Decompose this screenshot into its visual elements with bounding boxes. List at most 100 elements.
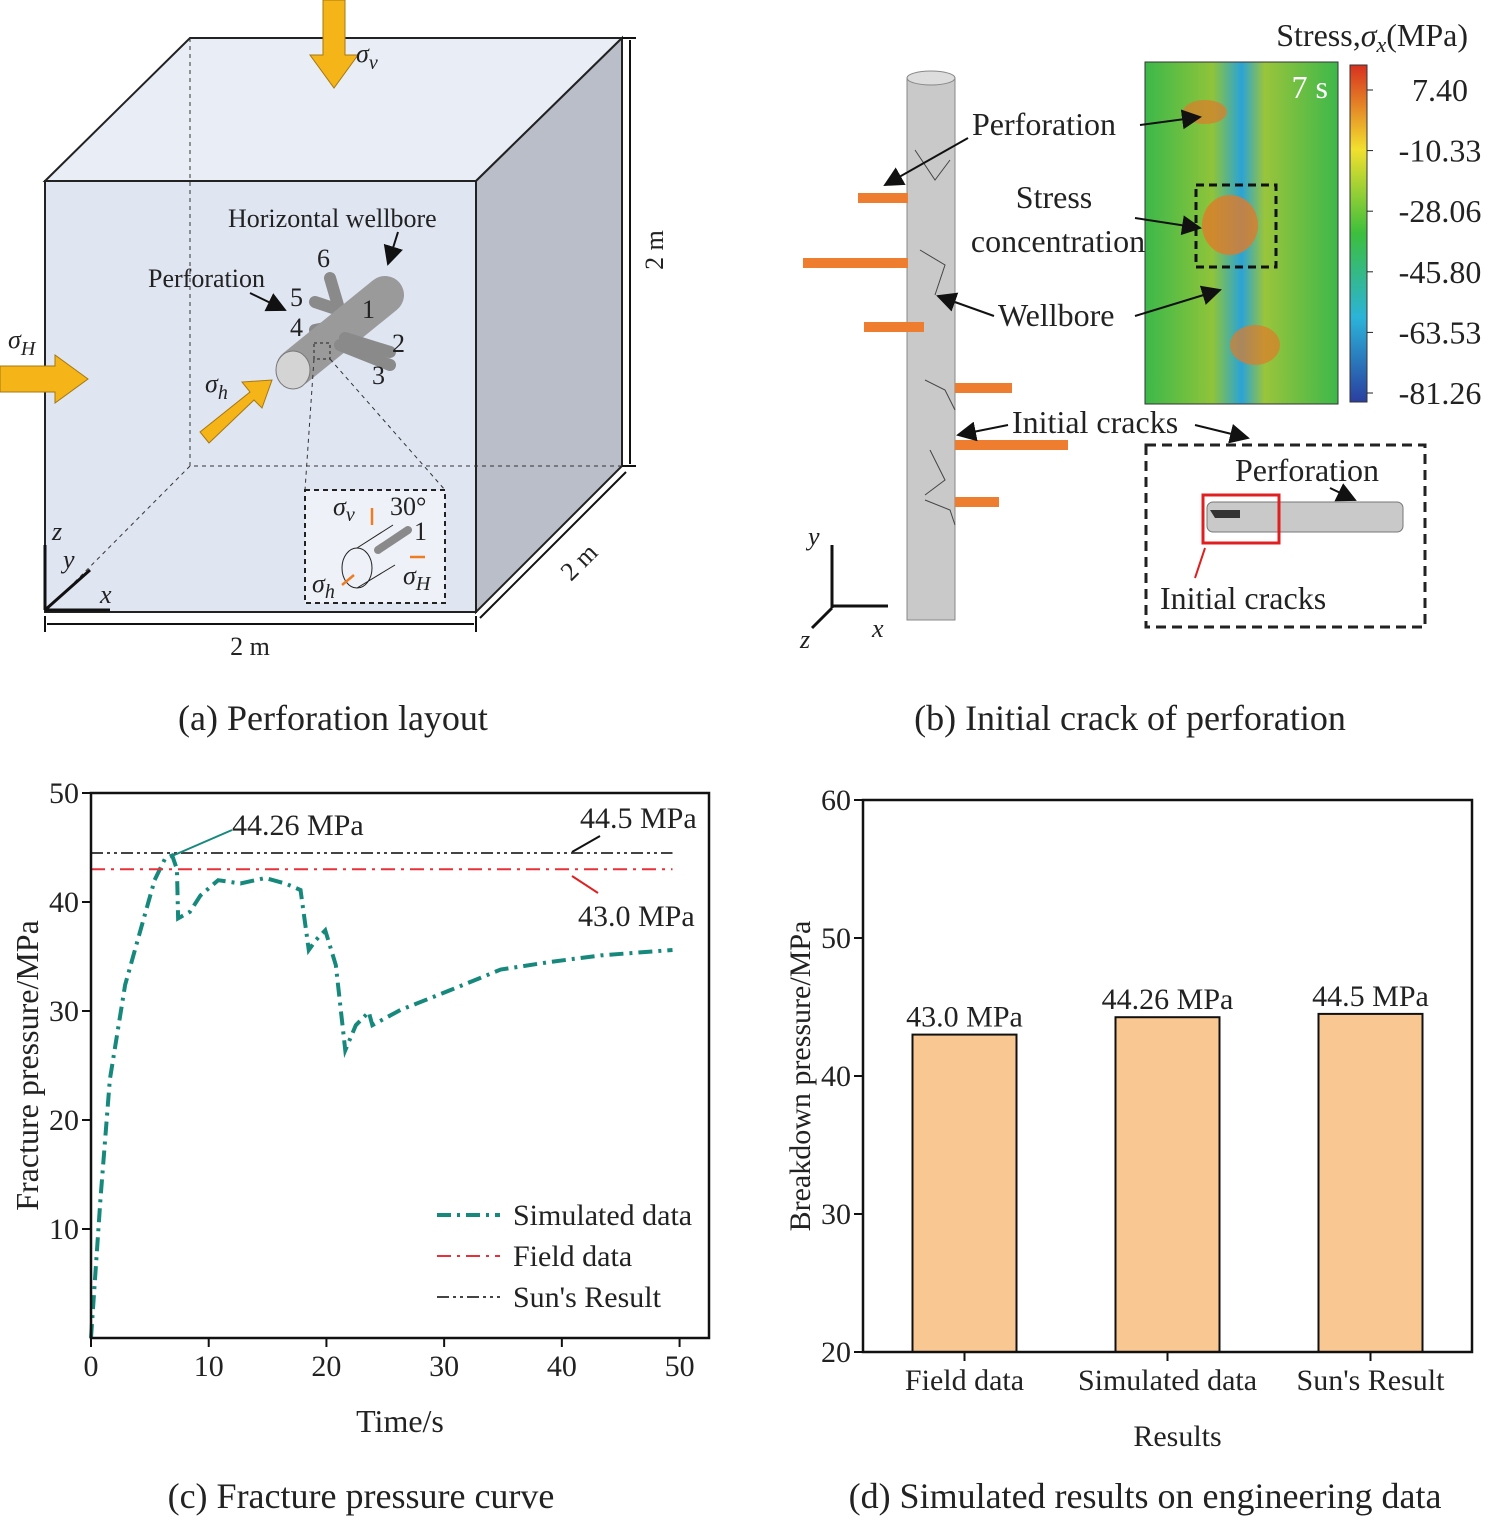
label-concentration: concentration: [971, 223, 1145, 259]
caption: (b) Initial crack of perforation: [914, 698, 1346, 738]
legend-label: Sun's Result: [513, 1281, 662, 1314]
y-tick-label: 10: [49, 1213, 79, 1246]
sub: v: [369, 52, 378, 74]
y-tick-label: 20: [821, 1336, 851, 1369]
sym: σ: [333, 492, 347, 521]
label-sigma-H: σH: [8, 325, 37, 360]
annotation-pointer: [171, 829, 233, 857]
arrow-sigma-H: [0, 354, 89, 404]
sym: σ: [1361, 17, 1378, 53]
perf-number: 2: [392, 329, 405, 358]
colorbar-tick-label: -10.33: [1399, 133, 1482, 169]
pointer: [1134, 285, 1222, 317]
pointer: [1194, 547, 1206, 579]
pointer: [1194, 423, 1250, 444]
inset-sigma-H: σH: [403, 561, 432, 595]
legend-label: Field data: [513, 1240, 632, 1273]
pointer: [383, 231, 403, 266]
perforation-label: Perforation: [148, 264, 265, 293]
sym: σ: [312, 569, 326, 598]
stress-hotspot: [1183, 100, 1227, 124]
value-label: 44.26 MPa: [1102, 983, 1234, 1016]
axis-triad: [810, 545, 888, 630]
inset-box: [1144, 443, 1427, 629]
axis-y: y: [805, 522, 820, 551]
annotation-pointer: [571, 835, 601, 853]
pointer: [883, 137, 969, 186]
caption: (c) Fracture pressure curve: [168, 1476, 555, 1516]
perf-number: 6: [317, 244, 330, 273]
y-tick-label: 20: [49, 1104, 79, 1137]
inset-perforation: [1206, 501, 1404, 533]
arrow-sigma-v: [309, 0, 359, 89]
caption: (d) Simulated results on engineering dat…: [849, 1476, 1442, 1516]
sym: σ: [356, 39, 370, 68]
x-axis-label: Results: [1133, 1420, 1221, 1453]
pointer: [1139, 109, 1202, 130]
colorbar-tick-label: -81.26: [1399, 375, 1482, 411]
value-label: 43.0 MPa: [906, 1001, 1023, 1034]
sub: H: [415, 573, 432, 595]
y-axis-label: Breakdown pressure/MPa: [784, 921, 817, 1232]
colorbar-tick-label: 7.40: [1412, 72, 1468, 108]
axis-triad: [43, 545, 110, 612]
wellbore-end: [275, 350, 311, 390]
legend-label: Simulated data: [513, 1199, 692, 1232]
perf-number: 1: [362, 295, 375, 324]
x-tick-label: 50: [665, 1350, 695, 1383]
perforation: [864, 322, 924, 332]
x-tick-label: 0: [84, 1350, 99, 1383]
inset-perforation: [374, 526, 412, 554]
sym: σ: [205, 369, 219, 398]
value-label: 44.5 MPa: [1312, 980, 1429, 1013]
dimension: 2 m: [230, 632, 270, 661]
perforation: [955, 383, 1012, 393]
colorbar-title: Stress,σx(MPa): [1276, 17, 1468, 57]
pointer: [1134, 215, 1202, 236]
perf-number: 4: [290, 313, 303, 342]
dimension: 2 m: [640, 230, 669, 270]
perforations: [803, 193, 1068, 507]
annotation-pointer: [571, 875, 599, 894]
title-unit: (MPa): [1386, 17, 1468, 53]
cracks: [914, 149, 956, 526]
label-sigma-v: σv: [356, 39, 378, 74]
inset-label-perforation: Perforation: [1235, 452, 1379, 488]
colorbar-tick-label: -45.80: [1399, 254, 1482, 290]
stress-hotspot: [1202, 195, 1258, 255]
label-stress: Stress: [1016, 179, 1092, 215]
crack-highlight: [1201, 493, 1281, 545]
y-tick-label: 50: [821, 922, 851, 955]
panel-d: 43.0 MPa Field data 44.26 MPa Simulated dat…: [784, 784, 1474, 1516]
dimension: 2 m: [555, 538, 604, 587]
pointer: [1329, 483, 1357, 502]
perforation: [955, 440, 1068, 450]
axis-x: x: [871, 614, 884, 643]
colorbar-ticks: 7.40 -10.33 -28.06 -45.80 -63.53 -81.26: [1367, 72, 1481, 411]
sym: σ: [403, 561, 417, 590]
wellbore-top: [906, 70, 956, 86]
dim-line: [479, 471, 627, 619]
dim-line: [622, 37, 636, 467]
annotation: 43.0 MPa: [578, 900, 695, 933]
label-perforation: Perforation: [972, 106, 1116, 142]
pointer: [249, 292, 287, 312]
x-tick-label: 40: [547, 1350, 577, 1383]
inset-sigma-h: σh: [312, 569, 335, 603]
y-tick-label: 60: [821, 784, 851, 817]
inset-angle: 30°: [390, 492, 426, 521]
inset-number: 1: [414, 517, 427, 546]
inset-sigma-v: σv: [333, 492, 355, 526]
colorbar-tick-label: -28.06: [1399, 193, 1482, 229]
colorbar: [1349, 64, 1368, 403]
annotation: 44.26 MPa: [232, 809, 364, 842]
y-axis-label: Fracture pressure/MPa: [9, 920, 45, 1211]
inset-stress-arrows: [341, 508, 425, 586]
sub: x: [1375, 32, 1386, 57]
wellbore: [276, 276, 404, 387]
inset-cylinder: [356, 524, 396, 589]
annotation: 44.5 MPa: [580, 802, 697, 835]
colorbar-tick-label: -63.53: [1399, 314, 1482, 350]
